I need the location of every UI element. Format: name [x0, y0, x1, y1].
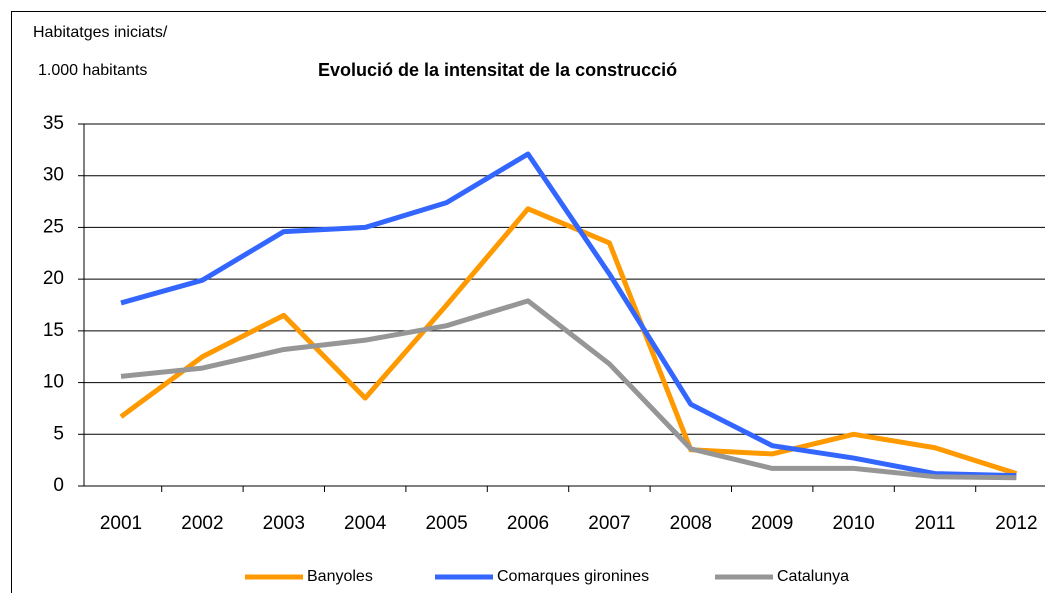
x-tick-label: 2003	[263, 513, 305, 534]
y-tick-label: 0	[53, 475, 64, 496]
x-tick-label: 2012	[995, 513, 1037, 534]
x-tick-label: 2006	[507, 513, 549, 534]
y-tick-label: 15	[43, 320, 64, 341]
series-line	[119, 206, 1018, 476]
x-tick-label: 2010	[832, 513, 874, 534]
legend-label: Banyoles	[307, 568, 373, 585]
y-tick-label: 5	[53, 423, 64, 444]
series-line	[120, 151, 1017, 479]
chart-frame	[11, 11, 1046, 593]
y-tick-label: 10	[43, 372, 64, 393]
y-tick-label: 35	[43, 113, 64, 134]
x-tick-label: 2008	[670, 513, 712, 534]
x-tick-label: 2009	[751, 513, 793, 534]
y-axis-label: 1.000 habitants	[38, 62, 147, 79]
legend-label: Catalunya	[777, 568, 849, 585]
x-tick-label: 2004	[344, 513, 387, 534]
series-line	[120, 298, 1017, 481]
y-axis-label: Habitatges iniciats/	[33, 24, 168, 41]
x-tick-label: 2001	[100, 513, 142, 534]
y-tick-label: 30	[43, 165, 64, 186]
x-tick-label: 2002	[181, 513, 223, 534]
y-tick-label: 20	[43, 268, 64, 289]
x-tick-label: 2005	[425, 513, 467, 534]
y-tick-label: 25	[43, 216, 64, 237]
chart-title: Evolució de la intensitat de la construc…	[318, 60, 677, 80]
x-tick-label: 2007	[588, 513, 630, 534]
x-tick-label: 2011	[915, 513, 956, 534]
legend-label: Comarques gironines	[497, 568, 649, 585]
